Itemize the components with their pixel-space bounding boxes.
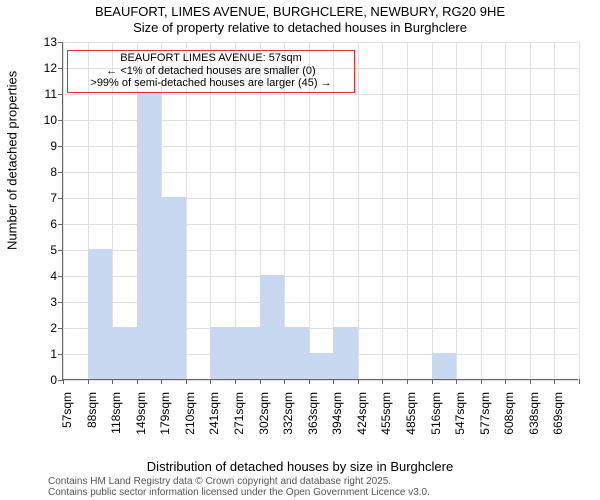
xtick-mark bbox=[407, 379, 408, 384]
footer-line: Contains public sector information licen… bbox=[48, 487, 430, 498]
xtick-label: 608sqm bbox=[502, 392, 516, 435]
xtick-mark bbox=[358, 379, 359, 384]
xtick-label: 669sqm bbox=[551, 392, 565, 435]
gridline-v bbox=[407, 42, 408, 379]
xtick-mark bbox=[161, 379, 162, 384]
xtick-label: 57sqm bbox=[60, 392, 74, 428]
gridline-v bbox=[530, 42, 531, 379]
gridline-v bbox=[358, 42, 359, 379]
xtick-label: 424sqm bbox=[355, 392, 369, 435]
ytick-label: 11 bbox=[45, 87, 57, 101]
histogram-bar bbox=[284, 327, 309, 379]
xtick-mark bbox=[505, 379, 506, 384]
ytick-label: 3 bbox=[50, 295, 57, 309]
xtick-label: 638sqm bbox=[527, 392, 541, 435]
xtick-label: 118sqm bbox=[109, 392, 123, 434]
histogram-bar bbox=[260, 275, 285, 379]
xtick-mark bbox=[88, 379, 89, 384]
ytick-label: 5 bbox=[50, 243, 57, 257]
xtick-mark bbox=[137, 379, 138, 384]
xtick-label: 547sqm bbox=[453, 392, 467, 435]
histogram-bar bbox=[235, 327, 260, 379]
ytick-label: 12 bbox=[44, 61, 57, 75]
histogram-bar bbox=[161, 197, 186, 379]
ytick-label: 2 bbox=[50, 321, 57, 335]
ytick-label: 7 bbox=[50, 191, 57, 205]
xtick-mark bbox=[284, 379, 285, 384]
ytick-label: 6 bbox=[50, 217, 57, 231]
gridline-v bbox=[63, 42, 64, 379]
xtick-mark bbox=[432, 379, 433, 384]
ytick-label: 4 bbox=[50, 269, 57, 283]
histogram-bar bbox=[137, 93, 162, 379]
histogram-bar bbox=[309, 353, 334, 379]
xtick-mark bbox=[382, 379, 383, 384]
xtick-mark bbox=[530, 379, 531, 384]
xtick-label: 332sqm bbox=[281, 392, 295, 435]
xtick-mark bbox=[260, 379, 261, 384]
ytick-label: 10 bbox=[44, 113, 57, 127]
xtick-label: 210sqm bbox=[183, 392, 197, 435]
xtick-mark bbox=[235, 379, 236, 384]
chart-root: BEAUFORT, LIMES AVENUE, BURGHCLERE, NEWB… bbox=[0, 0, 600, 500]
title-block: BEAUFORT, LIMES AVENUE, BURGHCLERE, NEWB… bbox=[0, 4, 600, 35]
xtick-label: 394sqm bbox=[330, 392, 344, 435]
xtick-label: 485sqm bbox=[404, 392, 418, 435]
xtick-mark bbox=[333, 379, 334, 384]
footer-line: Contains HM Land Registry data © Crown c… bbox=[48, 476, 430, 487]
footer-attribution: Contains HM Land Registry data © Crown c… bbox=[48, 476, 430, 498]
title-sub: Size of property relative to detached ho… bbox=[0, 20, 600, 36]
xtick-label: 241sqm bbox=[207, 392, 221, 435]
ytick-label: 1 bbox=[50, 347, 57, 361]
ytick-label: 13 bbox=[44, 35, 57, 49]
gridline-h bbox=[63, 380, 578, 381]
xtick-label: 363sqm bbox=[306, 392, 320, 435]
xtick-label: 577sqm bbox=[478, 392, 492, 435]
xtick-mark bbox=[481, 379, 482, 384]
xtick-mark bbox=[309, 379, 310, 384]
ytick-label: 0 bbox=[50, 373, 57, 387]
xtick-mark bbox=[186, 379, 187, 384]
histogram-bar bbox=[432, 353, 457, 379]
gridline-v bbox=[432, 42, 433, 379]
xtick-label: 455sqm bbox=[379, 392, 393, 435]
xtick-mark bbox=[456, 379, 457, 384]
title-main: BEAUFORT, LIMES AVENUE, BURGHCLERE, NEWB… bbox=[0, 4, 600, 20]
callout-line: BEAUFORT LIMES AVENUE: 57sqm bbox=[74, 52, 348, 65]
histogram-bar bbox=[112, 327, 137, 379]
gridline-h bbox=[63, 42, 578, 43]
callout-line: >99% of semi-detached houses are larger … bbox=[74, 77, 348, 90]
gridline-v bbox=[505, 42, 506, 379]
callout-box: BEAUFORT LIMES AVENUE: 57sqm← <1% of det… bbox=[67, 50, 355, 93]
histogram-bar bbox=[88, 249, 113, 379]
ytick-label: 8 bbox=[50, 165, 57, 179]
xtick-label: 516sqm bbox=[429, 392, 443, 435]
histogram-bar bbox=[333, 327, 358, 379]
gridline-v bbox=[554, 42, 555, 379]
histogram-bar bbox=[210, 327, 235, 379]
plot-area: 01234567891011121357sqm88sqm118sqm149sqm… bbox=[62, 42, 578, 380]
y-axis-label: Number of detached properties bbox=[5, 71, 20, 250]
xtick-mark bbox=[579, 379, 580, 384]
xtick-label: 271sqm bbox=[232, 392, 246, 435]
x-axis-label: Distribution of detached houses by size … bbox=[0, 459, 600, 474]
gridline-v bbox=[579, 42, 580, 379]
xtick-mark bbox=[554, 379, 555, 384]
xtick-mark bbox=[63, 379, 64, 384]
xtick-mark bbox=[210, 379, 211, 384]
xtick-mark bbox=[112, 379, 113, 384]
xtick-label: 302sqm bbox=[257, 392, 271, 435]
gridline-v bbox=[382, 42, 383, 379]
xtick-label: 88sqm bbox=[85, 392, 99, 428]
xtick-label: 179sqm bbox=[158, 392, 172, 435]
gridline-v bbox=[456, 42, 457, 379]
callout-line: ← <1% of detached houses are smaller (0) bbox=[74, 65, 348, 78]
gridline-v bbox=[481, 42, 482, 379]
ytick-label: 9 bbox=[50, 139, 57, 153]
xtick-label: 149sqm bbox=[134, 392, 148, 435]
